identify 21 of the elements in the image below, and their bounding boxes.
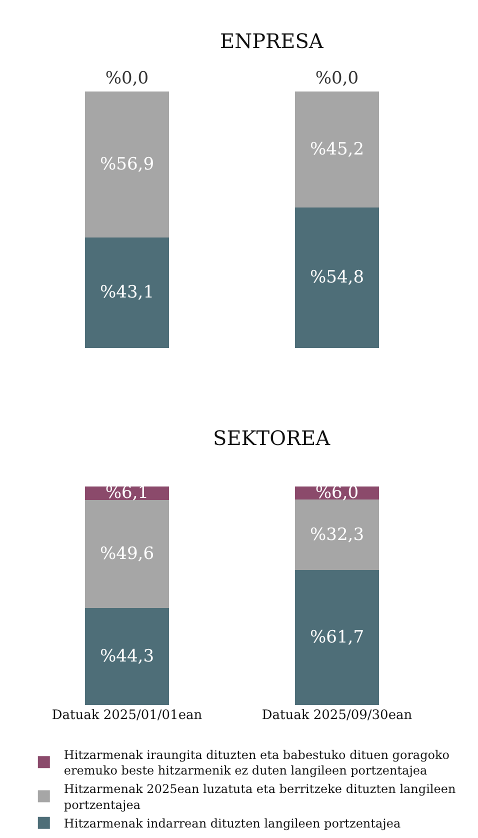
bar xyxy=(295,500,379,570)
legend-label: Hitzarmenak indarrean dituzten langileen portzentajea xyxy=(64,816,401,831)
data-label: %0,0 xyxy=(315,68,359,88)
bar xyxy=(295,570,379,705)
data-label: %45,2 xyxy=(310,139,364,160)
data-label: %32,3 xyxy=(310,524,364,545)
bar xyxy=(85,500,169,608)
data-label: %43,1 xyxy=(100,282,154,303)
data-label: %61,7 xyxy=(310,628,364,648)
data-label: %0,0 xyxy=(105,68,149,88)
chart-title: ENPRESA xyxy=(220,29,324,53)
bar xyxy=(85,608,169,705)
legend-label: Hitzarmenak iraungita dituzten eta babestuko dituen goragoko eremuko beste hitzarmenik ez duten langileen portzentajea xyxy=(64,748,450,778)
data-label: %54,8 xyxy=(310,268,364,288)
x-tick-label: Datuak 2025/09/30ean xyxy=(262,708,413,723)
data-label: %56,9 xyxy=(100,154,154,174)
legend-label: Hitzarmenak 2025ean luzatuta eta berritzeke dituzten langileen portzentajea xyxy=(64,782,456,812)
data-label: %49,6 xyxy=(100,544,154,564)
chart-title: SEKTOREA xyxy=(213,426,331,450)
data-label: %44,3 xyxy=(100,646,154,667)
x-tick-label: Datuak 2025/01/01ean xyxy=(52,708,203,723)
